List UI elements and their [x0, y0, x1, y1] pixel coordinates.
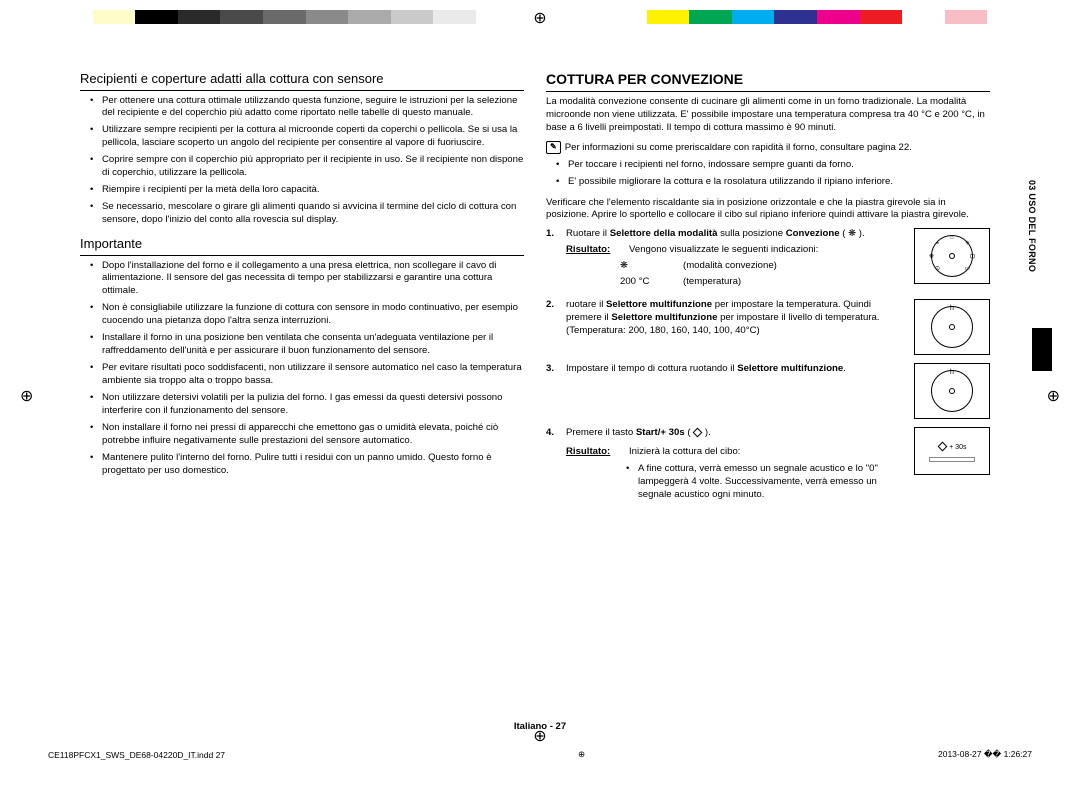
step-3-figure: h	[914, 363, 990, 419]
note-block: ✎ Per informazioni su come preriscaldare …	[546, 141, 990, 223]
right-column: COTTURA PER CONVEZIONE La modalità conve…	[546, 70, 990, 518]
step-4-figure: + 30s	[914, 427, 990, 475]
side-tab-marker	[1032, 328, 1052, 371]
registration-mark-top: ⊕	[533, 8, 546, 28]
list-item: Per ottenere una cottura ottimale utiliz…	[102, 95, 524, 121]
step-1: 1. Ruotare il Selettore della modalità s…	[546, 228, 990, 291]
bullet-list-1: Per ottenere una cottura ottimale utiliz…	[80, 95, 524, 227]
list-item: Installare il forno in una posizione ben…	[102, 332, 524, 358]
note-icon: ✎	[546, 141, 561, 154]
step-4: 4. Premere il tasto Start/+ 30s ( ). Ris…	[546, 427, 990, 510]
left-column: Recipienti e coperture adatti alla cottu…	[80, 70, 524, 518]
registration-mark-right: ⊕	[1047, 386, 1060, 406]
page-content: Recipienti e coperture adatti alla cottu…	[80, 70, 1010, 518]
divider	[80, 90, 524, 91]
step-number: 2.	[546, 299, 560, 355]
list-item: Non è consigliabile utilizzare la funzio…	[102, 302, 524, 328]
step-number: 3.	[546, 363, 560, 419]
list-item: Se necessario, mescolare o girare gli al…	[102, 201, 524, 227]
list-item: Mantenere pulito l'interno del forno. Pu…	[102, 452, 524, 478]
bullet-list-2: Dopo l'installazione del forno e il coll…	[80, 260, 524, 478]
list-item: Dopo l'installazione del forno e il coll…	[102, 260, 524, 299]
list-item: Non installare il forno nei pressi di ap…	[102, 422, 524, 448]
step-text: Impostare il tempo di cottura ruotando i…	[566, 363, 908, 419]
step-text: ruotare il Selettore multifunzione per i…	[566, 299, 908, 355]
registration-mark-bottom: ⊕	[533, 726, 546, 746]
step4-bullet: A fine cottura, verrà emesso un segnale …	[638, 463, 900, 502]
risultato-label: Risultato:	[566, 446, 621, 459]
step-2: 2. ruotare il Selettore multifunzione pe…	[546, 299, 990, 355]
diamond-icon	[937, 441, 947, 451]
section-heading-convezione: COTTURA PER CONVEZIONE	[546, 70, 990, 91]
section-heading-importante: Importante	[80, 235, 524, 255]
step4-bullets: A fine cottura, verrà emesso un segnale …	[622, 463, 900, 502]
plus30s-label: + 30s	[949, 444, 966, 451]
mode-dial-icon: ⌂ ≈ ✳ ⊙ ▭ ❋ ⊡	[931, 235, 973, 277]
registration-mark-left: ⊕	[20, 386, 33, 406]
step-number: 1.	[546, 228, 560, 291]
list-item: Riempire i recipienti per la metà della …	[102, 184, 524, 197]
list-item: Per evitare risultati poco soddisfacenti…	[102, 362, 524, 388]
multi-dial-icon	[931, 370, 973, 412]
result-text: Vengono visualizzate le seguenti indicaz…	[629, 244, 818, 257]
result-desc: (temperatura)	[683, 276, 741, 289]
list-item: Coprire sempre con il coperchio più appr…	[102, 154, 524, 180]
list-item: Per toccare i recipienti nel forno, indo…	[568, 159, 990, 172]
step-3: 3. Impostare il tempo di cottura ruotand…	[546, 363, 990, 419]
step-number: 4.	[546, 427, 560, 510]
side-tab-label: 03 USO DEL FORNO	[1027, 180, 1037, 272]
risultato-label: Risultato:	[566, 244, 621, 257]
print-timestamp: 2013-08-27 �� 1:26:27	[938, 749, 1032, 760]
steps-list: 1. Ruotare il Selettore della modalità s…	[546, 228, 990, 509]
note-text: Per informazioni su come preriscaldare c…	[565, 142, 912, 153]
step-2-figure: h	[914, 299, 990, 355]
result-symbol: ❋	[620, 260, 675, 273]
step-text: Premere il tasto Start/+ 30s ( ). Risult…	[566, 427, 908, 510]
result-text: Inizierà la cottura del cibo:	[629, 446, 740, 459]
note-text-2: Verificare che l'elemento riscaldante si…	[546, 197, 969, 221]
multi-dial-icon	[931, 306, 973, 348]
step-text: Ruotare il Selettore della modalità sull…	[566, 228, 908, 291]
list-item: E' possibile migliorare la cottura e la …	[568, 176, 990, 189]
step-1-figure: ⌂ ≈ ✳ ⊙ ▭ ❋ ⊡	[914, 228, 990, 284]
registration-mark-foot: ⊕	[578, 749, 585, 760]
divider	[80, 255, 524, 256]
divider-bold	[546, 91, 990, 92]
result-temp: 200 °C	[620, 276, 675, 289]
intro-paragraph: La modalità convezione consente di cucin…	[546, 96, 990, 135]
list-item: Utilizzare sempre recipienti per la cott…	[102, 124, 524, 150]
note-bullets: Per toccare i recipienti nel forno, indo…	[546, 159, 990, 189]
list-item: Non utilizzare detersivi volatili per la…	[102, 392, 524, 418]
side-tab: 03 USO DEL FORNO	[1022, 176, 1050, 366]
file-indd: CE118PFCX1_SWS_DE68-04220D_IT.indd 27	[48, 750, 225, 760]
section-heading-recipients: Recipienti e coperture adatti alla cottu…	[80, 70, 524, 90]
result-desc: (modalità convezione)	[683, 260, 777, 273]
print-footer: CE118PFCX1_SWS_DE68-04220D_IT.indd 27 ⊕ …	[48, 749, 1032, 760]
